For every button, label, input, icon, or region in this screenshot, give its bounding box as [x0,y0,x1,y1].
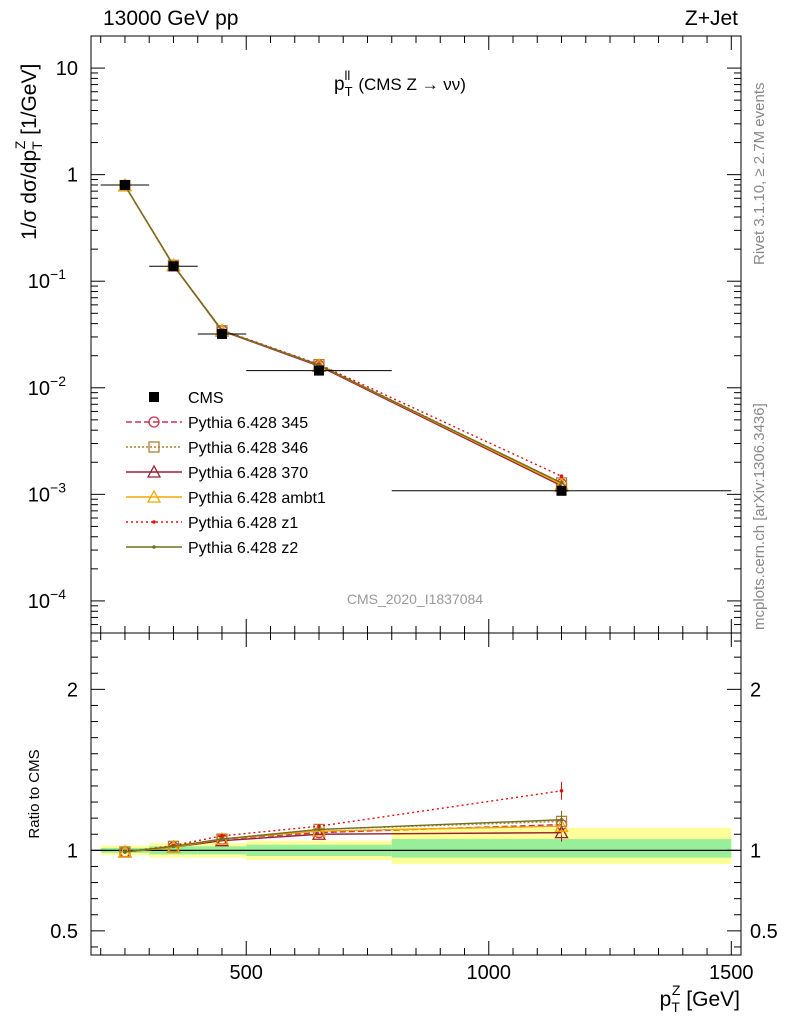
series-marker [559,481,564,485]
legend-item: Pythia 6.428 345 [126,415,308,432]
ratio-y-axis-label: Ratio to CMS [26,749,43,838]
ratio-series-marker [559,817,564,822]
legend-marker [146,464,162,478]
main-title: pTll (CMS Z → νν) [334,68,466,99]
main-y-tick-labels: 10 1 10−1 10−2 10−3 10−4 [28,58,78,613]
data-point [313,365,324,376]
legend-item: Pythia 6.428 346 [126,440,308,457]
legend-label: Pythia 6.428 346 [188,440,308,457]
ratio-panel: 0.5 0.5 1 1 2 2 500 1000 1500 Ratio to CMS pTZ [… [26,632,778,1015]
legend-label: Pythia 6.428 370 [188,465,308,482]
ratio-series-marker [317,827,321,832]
data-point [556,485,567,496]
y-tick-label: 10−3 [28,479,66,506]
x-tick-label: 500 [230,962,263,984]
ratio-series-marker [311,823,327,837]
data-point [119,179,130,190]
x-tick-label: 1500 [709,962,754,984]
legend-marker [149,392,159,402]
ratio-y-tick-label: 0.5 [50,921,78,943]
ratio-y-tick-label: 2 [67,679,78,701]
legend-marker [146,489,162,503]
side-label-top: Rivet 3.1.10, ≥ 2.7M events [751,83,768,266]
ratio-ticks: 0.5 0.5 1 1 2 2 500 1000 1500 [50,633,778,984]
ratio-y-tick-label: 1 [67,840,78,862]
x-tick-label: 1000 [467,962,512,984]
side-label-bottom: mcplots.cern.ch [arXiv:1306.3436] [751,403,768,630]
legend-marker [152,545,156,549]
main-x-ticks [100,36,732,633]
ratio-y-tick-label-right: 0.5 [750,921,778,943]
main-y-axis-label: 1/σ dσ/dpTZ [1/GeV] [12,64,45,240]
legend-item: Pythia 6.428 z1 [126,515,298,532]
ratio-series-marker [554,825,569,839]
data-point [168,261,179,272]
main-panel: 10 1 10−1 10−2 10−3 10−4 pTll (CMS Z → νν) 1/σ… [12,35,742,634]
band-inner [391,839,732,858]
legend-marker [148,441,160,453]
ratio-series-marker [554,818,569,832]
header-left: 13000 GeV pp [103,7,238,30]
y-tick-label: 10−2 [28,373,66,400]
header-right: Z+Jet [685,7,738,30]
ratio-series-marker [220,837,224,841]
y-tick-label: 1 [67,165,78,187]
legend-marker [152,520,156,524]
legend-label: Pythia 6.428 z1 [188,515,298,532]
legend-label: Pythia 6.428 ambt1 [188,490,326,507]
ratio-series-marker [220,834,224,838]
ratio-series-marker [559,788,564,793]
ratio-series [117,781,569,858]
series-line [124,185,562,477]
ratio-y-tick-label-right: 2 [750,679,761,701]
ratio-series-marker [171,844,176,849]
data-point [216,328,227,339]
legend-item: Pythia 6.428 z2 [126,540,298,557]
legend-item: CMS [149,390,224,407]
y-tick-label: 10−4 [28,586,66,613]
legend-item: Pythia 6.428 ambt1 [126,489,326,507]
cms-data-points [100,179,732,496]
legend-marker [148,416,160,428]
legend: CMS Pythia 6.428 345 Pythia 6.428 346 Pythi… [126,390,326,557]
main-y-ticks [91,35,741,634]
legend-item: Pythia 6.428 370 [126,464,308,482]
ratio-series-marker [123,850,127,854]
ratio-series-marker [311,826,327,840]
legend-label: CMS [188,390,224,407]
legend-label: Pythia 6.428 345 [188,415,308,432]
ratio-series-marker [317,824,321,828]
ratio-y-tick-label-right: 1 [750,840,761,862]
series-marker [559,474,564,479]
x-axis-label: pTZ [GeV] [660,982,740,1015]
analysis-watermark: CMS_2020_I1837084 [347,591,483,607]
legend-label: Pythia 6.428 z2 [188,540,298,557]
y-tick-label: 10−1 [28,266,66,293]
y-tick-label: 10 [56,58,78,80]
